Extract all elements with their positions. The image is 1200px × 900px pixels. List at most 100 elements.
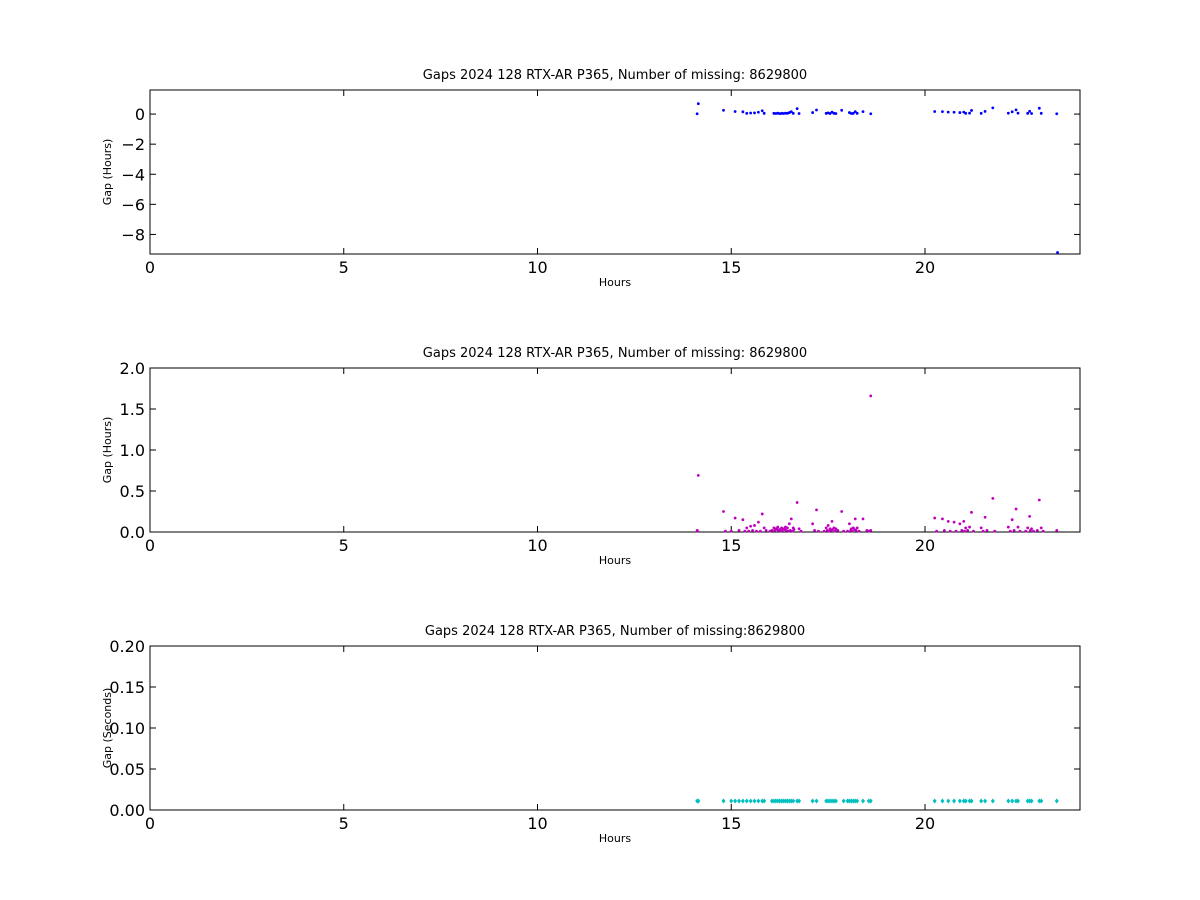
subplot-3-data-point — [963, 798, 968, 804]
subplot-3-data-point — [762, 798, 767, 804]
subplot-2-data-point — [737, 528, 741, 532]
subplot-2-xtick-label: 15 — [721, 536, 741, 555]
subplot-3-data-point — [744, 798, 749, 804]
subplot-2-data-point — [1037, 498, 1041, 502]
subplot-2-data-point — [815, 508, 818, 512]
subplot-2-data-point — [861, 517, 865, 521]
subplot-1-xtick-label: 5 — [339, 258, 349, 277]
subplot-3-data-point — [737, 798, 741, 804]
subplot-3-data-point — [841, 798, 846, 804]
subplot-2-data-point — [854, 528, 858, 532]
subplot-2-xtick-label: 20 — [915, 536, 935, 555]
subplot-1: Gaps 2024 128 RTX-AR P365, Number of mis… — [101, 68, 1081, 289]
subplot-1-data-point — [733, 110, 737, 113]
subplot-3-data-point — [946, 798, 951, 804]
subplot-2-data-point — [1024, 529, 1028, 533]
subplot-3-data-point — [855, 798, 860, 804]
subplot-2-data-point — [842, 529, 846, 533]
subplot-2-data-point — [1014, 507, 1018, 511]
subplot-2-data-point — [789, 517, 793, 521]
subplot-1-data-point — [834, 112, 838, 115]
subplot-1-data-point — [869, 112, 873, 116]
subplot-2-xtick-label: 0 — [145, 536, 155, 555]
subplot-3-data-point — [733, 798, 738, 804]
subplot-2-data-point — [764, 528, 768, 532]
subplot-1-data-point — [840, 108, 844, 112]
subplot-1-xtick-label: 20 — [915, 258, 935, 277]
subplot-2-data-point — [981, 529, 985, 533]
subplot-2-data-point — [848, 522, 851, 526]
subplot-2-xtick-label: 10 — [527, 536, 547, 555]
subplot-2-data-point — [941, 517, 944, 521]
subplot-2-data-point — [960, 528, 964, 532]
subplot-1-data-point — [762, 111, 766, 115]
subplot-2-data-point — [979, 526, 983, 530]
subplot-1-data-point — [1055, 112, 1059, 116]
subplot-2-data-point — [826, 524, 830, 527]
subplot-1-data-point — [749, 111, 753, 115]
subplot-3-data-point — [1006, 798, 1011, 804]
subplot-1-ytick-label: −6 — [121, 195, 145, 214]
subplot-1-data-point — [933, 110, 937, 113]
subplot-2-data-point — [1055, 528, 1059, 532]
subplot-2-data-point — [830, 519, 834, 523]
subplot-2-data-point — [696, 474, 700, 477]
subplot-3-ytick-label: 0.10 — [109, 719, 145, 738]
subplot-2-xtick-label: 5 — [339, 536, 349, 555]
subplot-2-data-point — [786, 526, 789, 530]
subplot-2-data-point — [760, 512, 764, 516]
subplot-3-data-point — [1016, 798, 1020, 804]
subplot-1-data-point — [695, 112, 699, 116]
subplot-2-data-point — [831, 528, 835, 531]
subplot-3-data-point — [969, 798, 974, 804]
subplot-3-ytick-label: 0.20 — [109, 637, 145, 656]
subplot-1-data-point — [855, 111, 859, 115]
subplot-1-data-point — [851, 111, 855, 115]
subplot-3-data-point — [979, 798, 984, 804]
subplot-2-data-point — [799, 529, 803, 533]
subplot-2-data-point — [824, 526, 828, 530]
subplot-2-data-point — [751, 528, 754, 532]
subplot-2-points — [695, 394, 1059, 533]
subplot-1-data-point — [968, 111, 971, 115]
subplot-2-data-point — [1039, 526, 1043, 530]
subplot-2-data-point — [1041, 529, 1045, 533]
subplot-3-ylabel: Gap (Seconds) — [101, 688, 114, 769]
subplot-2-ytick-label: 1.0 — [120, 441, 145, 460]
subplot-2-data-point — [954, 529, 958, 533]
subplot-3-data-point — [696, 798, 701, 804]
subplot-2-data-point — [784, 528, 788, 532]
subplot-2-data-point — [836, 528, 840, 532]
subplot-3-xtick-label: 0 — [145, 814, 155, 833]
subplot-1-ytick-label: 0 — [135, 105, 145, 124]
subplot-1-data-point — [1056, 251, 1059, 254]
subplot-2-data-point — [822, 529, 826, 533]
subplot-2-data-point — [958, 522, 962, 526]
subplot-2-data-point — [762, 526, 766, 530]
subplot-2-data-point — [972, 529, 975, 533]
subplot-1-data-point — [1037, 106, 1041, 110]
subplot-1-data-point — [1014, 108, 1018, 112]
subplot-1-xtick-label: 10 — [527, 258, 547, 277]
subplot-1-data-point — [760, 109, 764, 113]
subplot-2-data-point — [792, 528, 796, 531]
subplot-3-data-point — [932, 798, 937, 804]
subplot-3-data-point — [797, 798, 802, 804]
subplot-1-data-point — [1006, 111, 1010, 115]
subplot-2-data-point — [827, 529, 831, 533]
subplot-2-data-point — [696, 529, 699, 533]
subplot-2-data-point — [983, 515, 987, 519]
subplot-2-data-point — [1035, 528, 1039, 532]
subplot-2-data-point — [724, 529, 727, 533]
subplot-2-data-point — [776, 525, 780, 529]
subplot-3-data-point — [861, 798, 865, 804]
subplot-2-data-point — [797, 527, 801, 531]
subplot-1-data-point — [1028, 109, 1032, 113]
subplot-2-data-point — [933, 516, 937, 520]
subplot-2-data-point — [777, 528, 780, 532]
subplot-2-data-point — [795, 501, 799, 504]
subplot-1-data-point — [791, 111, 795, 115]
subplot-3-data-point — [791, 798, 796, 804]
subplot-1-ytick-label: −2 — [121, 135, 145, 154]
subplot-1-data-point — [696, 102, 700, 106]
